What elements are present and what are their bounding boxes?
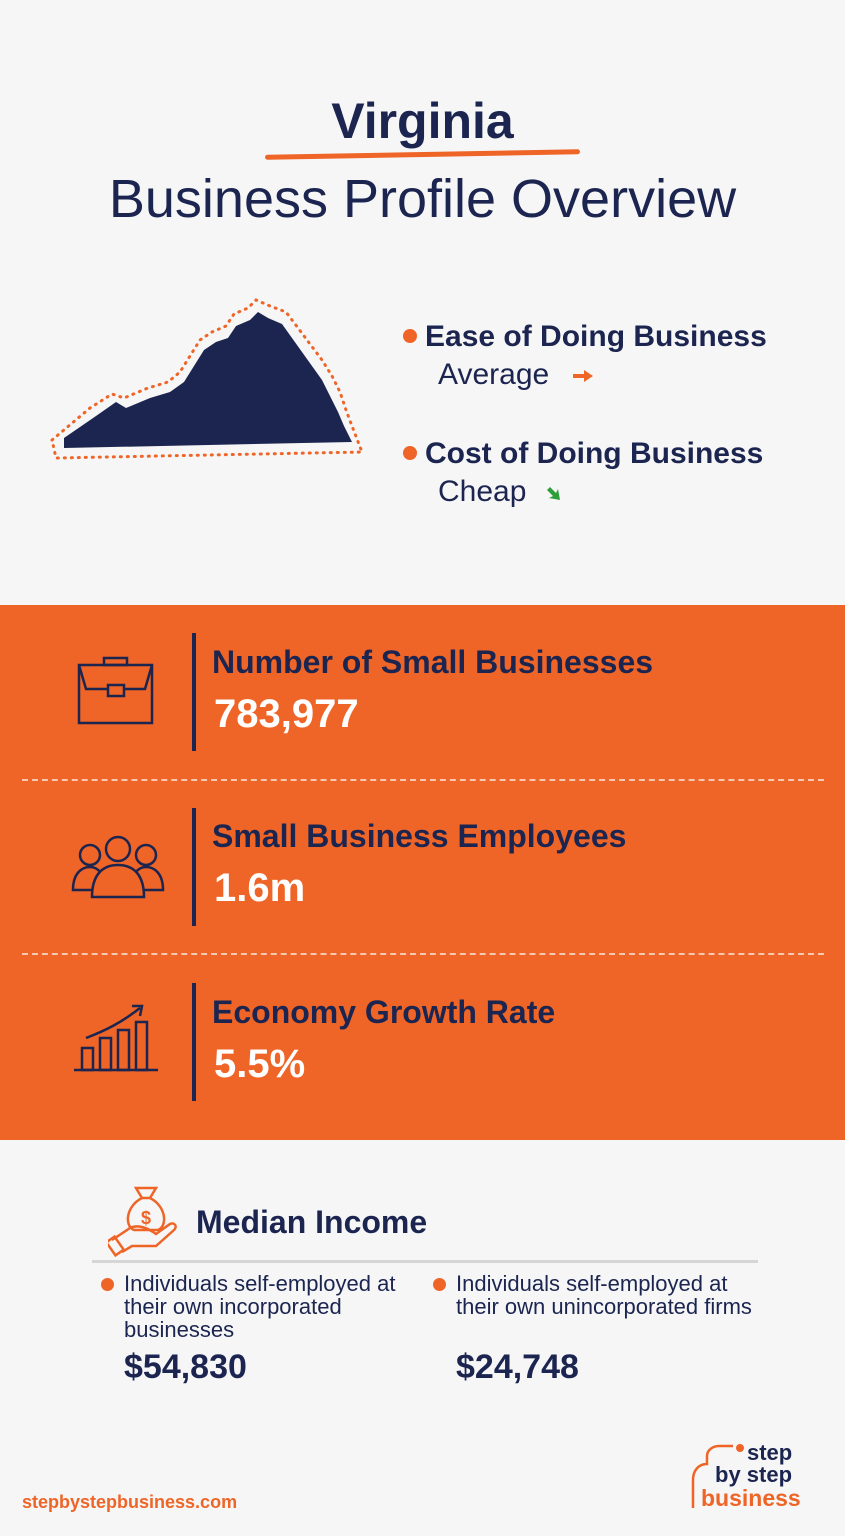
ease-value: Average: [438, 358, 550, 391]
income-amount: $54,830: [124, 1348, 247, 1386]
divider: [192, 633, 196, 751]
page-subtitle: Business Profile Overview: [108, 169, 737, 229]
income-desc: Individuals self-employed at their own i…: [124, 1271, 396, 1342]
svg-text:step: step: [747, 1440, 792, 1465]
step-by-step-business-logo: step by step business: [691, 1440, 801, 1511]
median-income-title: Median Income: [196, 1204, 428, 1240]
arrow-down-right-icon: [547, 487, 560, 500]
stat-label: Number of Small Businesses: [212, 644, 654, 680]
svg-text:business: business: [701, 1485, 801, 1511]
growth-chart-icon: [74, 1004, 158, 1072]
svg-text:by step: by step: [715, 1462, 792, 1487]
divider: [192, 983, 196, 1101]
briefcase-icon: [77, 656, 154, 725]
website-link[interactable]: stepbystepbusiness.com: [22, 1492, 238, 1512]
arrow-right-icon: [573, 370, 593, 382]
state-title: Virginia: [331, 93, 514, 149]
virginia-map: [50, 298, 365, 460]
svg-text:$: $: [141, 1208, 151, 1228]
stat-value: 783,977: [214, 692, 359, 736]
stat-value: 5.5%: [214, 1042, 306, 1086]
dashed-divider: [22, 953, 824, 955]
dashed-divider: [22, 779, 824, 781]
cost-value: Cheap: [438, 475, 527, 508]
people-icon: [71, 835, 165, 899]
divider: [92, 1260, 758, 1263]
stat-label: Small Business Employees: [212, 818, 627, 854]
bullet: [433, 1278, 446, 1291]
stat-value: 1.6m: [214, 866, 306, 910]
ease-label: Ease of Doing Business: [425, 320, 767, 353]
bullet: [403, 446, 417, 460]
income-amount: $24,748: [456, 1348, 579, 1386]
income-desc: Individuals self-employed at their own u…: [456, 1271, 752, 1319]
bullet: [403, 329, 417, 343]
money-bag-hand-icon: $: [108, 1186, 177, 1257]
bullet: [101, 1278, 114, 1291]
stat-label: Economy Growth Rate: [212, 994, 556, 1030]
cost-label: Cost of Doing Business: [425, 437, 764, 470]
divider: [192, 808, 196, 926]
